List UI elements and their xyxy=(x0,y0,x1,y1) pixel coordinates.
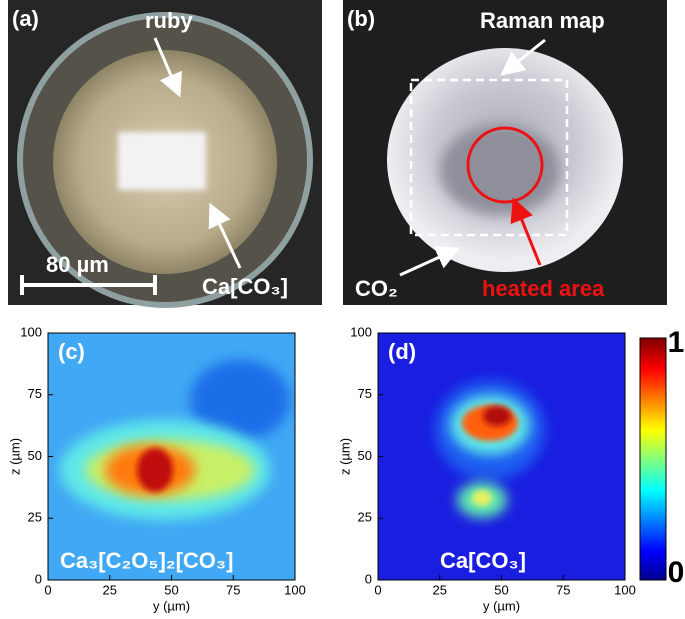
compound: Ca₃[C₂O₅]₂[CO₃] xyxy=(60,548,233,573)
heatmap-d xyxy=(378,333,625,580)
y-axis-label: z (µm) xyxy=(7,438,22,475)
annotation: heated area xyxy=(482,276,605,301)
y-tick-label: 75 xyxy=(358,386,372,401)
x-tick-label: 75 xyxy=(226,582,240,597)
photo-b: (b) Raman map CO₂ heated area xyxy=(343,0,667,305)
x-axis-label: y (µm) xyxy=(153,598,190,613)
colorbar xyxy=(639,337,667,581)
y-tick-label: 50 xyxy=(28,448,42,463)
x-tick-label: 100 xyxy=(614,582,636,597)
panel-label: (d) xyxy=(388,339,416,364)
heatmap-c xyxy=(48,333,295,580)
compound: Ca[CO₃] xyxy=(440,548,526,573)
x-tick-label: 75 xyxy=(556,582,570,597)
annotation: Ca[CO₃] xyxy=(202,274,288,299)
panel-label: (b) xyxy=(347,6,375,31)
colorbar-tick-label: 0 xyxy=(668,556,685,589)
y-tick-label: 25 xyxy=(358,510,372,525)
annotation: ruby xyxy=(145,8,193,33)
annotation: CO₂ xyxy=(355,276,398,301)
y-axis-label: z (µm) xyxy=(337,438,352,475)
colorbar-tick-label: 1 xyxy=(668,326,685,359)
x-tick-label: 25 xyxy=(103,582,117,597)
x-tick-label: 50 xyxy=(494,582,508,597)
panel-label: (a) xyxy=(12,6,39,31)
y-tick-label: 100 xyxy=(350,324,372,339)
y-tick-label: 50 xyxy=(358,448,372,463)
annotation: Raman map xyxy=(480,8,605,33)
y-tick-label: 100 xyxy=(20,324,42,339)
x-tick-label: 50 xyxy=(164,582,178,597)
photo-a: (a) ruby Ca[CO₃] 80 µm xyxy=(8,0,322,308)
y-tick-label: 75 xyxy=(28,386,42,401)
x-tick-label: 25 xyxy=(433,582,447,597)
x-tick-label: 0 xyxy=(44,582,51,597)
y-tick-label: 25 xyxy=(28,510,42,525)
scale-bar-label: 80 µm xyxy=(46,252,109,277)
x-tick-label: 0 xyxy=(374,582,381,597)
x-tick-label: 100 xyxy=(284,582,306,597)
x-axis-label: y (µm) xyxy=(483,598,520,613)
y-tick-label: 0 xyxy=(365,571,372,586)
y-tick-label: 0 xyxy=(35,571,42,586)
panel-label: (c) xyxy=(58,339,85,364)
